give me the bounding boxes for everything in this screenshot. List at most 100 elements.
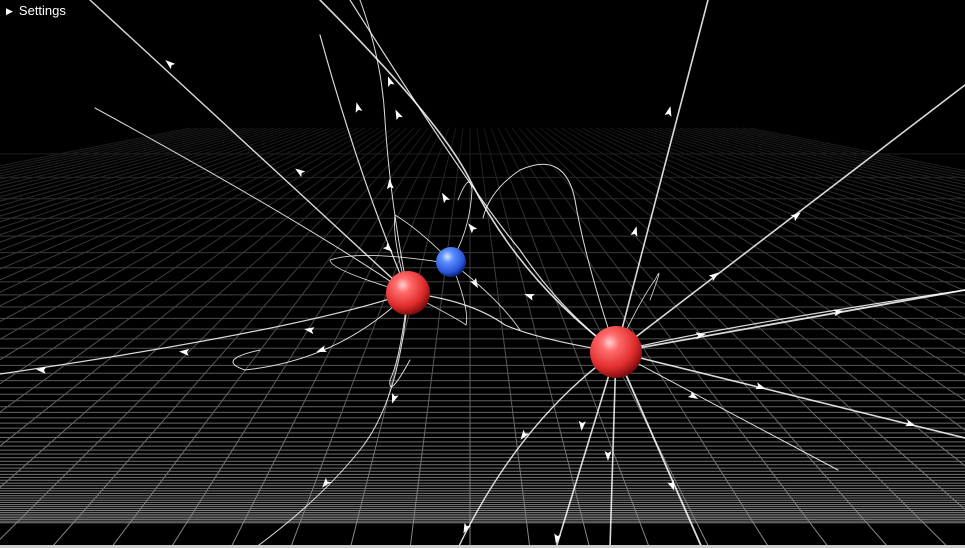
grid-line — [595, 127, 965, 292]
grid-line — [0, 127, 366, 322]
grid-line — [504, 127, 770, 548]
grid-line — [630, 127, 965, 244]
grid-line — [110, 127, 429, 548]
field-arrow — [165, 60, 176, 70]
field-line — [615, 289, 965, 353]
field-arrow — [463, 522, 471, 534]
grid-line — [623, 127, 965, 252]
field-arrow — [578, 420, 586, 431]
grid-line — [0, 127, 275, 207]
field-line — [615, 289, 965, 353]
settings-label: Settings — [18, 3, 66, 18]
field-arrows — [36, 60, 916, 544]
grid-line — [0, 127, 331, 260]
field-arrow — [630, 226, 638, 237]
field-arrow — [604, 451, 612, 461]
field-arrow — [664, 106, 672, 117]
grid-line — [637, 127, 965, 237]
field-line — [394, 214, 452, 294]
field-line — [615, 351, 839, 471]
field-arrow — [708, 272, 719, 282]
field-arrow — [391, 393, 399, 404]
field-arrow — [554, 533, 562, 544]
field-arrow — [386, 179, 394, 190]
grid-line — [0, 127, 408, 489]
field-line — [615, 0, 709, 353]
grid-line — [0, 127, 303, 229]
grid-line — [0, 127, 373, 340]
field-line — [615, 273, 660, 353]
grid-line — [588, 127, 965, 305]
grid-line — [0, 127, 338, 270]
field-line — [232, 292, 409, 371]
grid-line — [170, 127, 436, 548]
grid-line — [616, 127, 965, 261]
field-line — [94, 107, 409, 294]
field-line — [254, 292, 409, 548]
grid-line — [0, 127, 324, 251]
grid-line — [0, 127, 268, 202]
grid-line — [0, 127, 345, 281]
field-arrow — [469, 277, 478, 289]
grid-line — [0, 127, 380, 361]
field-arrow — [442, 192, 451, 204]
grid-line — [672, 127, 965, 209]
settings-toggle[interactable]: ▶ Settings — [6, 3, 66, 19]
field-arrow — [395, 109, 403, 121]
field-arrow — [695, 332, 706, 340]
field-arrow — [833, 309, 844, 317]
grid-line — [0, 127, 289, 217]
field-line — [450, 181, 473, 263]
field-arrow — [316, 345, 327, 353]
grid-line — [707, 127, 965, 189]
field-line — [329, 255, 441, 294]
positive-charge-right[interactable] — [590, 326, 642, 378]
field-line — [349, 0, 617, 353]
grid-line — [0, 127, 310, 236]
field-line — [319, 34, 409, 294]
field-arrow — [387, 76, 395, 87]
grid-line — [0, 127, 317, 243]
field-arrow — [687, 390, 699, 399]
field-arrow — [790, 212, 801, 222]
grid-line — [0, 127, 415, 541]
grid-line — [0, 127, 387, 385]
ground-grid — [0, 127, 965, 548]
grid-line — [518, 127, 890, 548]
grid-line — [289, 127, 450, 548]
field-line — [615, 84, 965, 353]
grid-line — [609, 127, 965, 270]
field-line — [0, 292, 409, 375]
triangle-right-icon: ▶ — [6, 6, 13, 16]
grid-line — [581, 127, 965, 319]
grid-line — [574, 127, 965, 336]
field-arrow — [355, 102, 363, 113]
field-line — [615, 351, 703, 548]
field-line — [319, 0, 617, 353]
positive-charge-left[interactable] — [386, 271, 430, 315]
field-arrow — [322, 477, 332, 488]
grid-line — [546, 127, 965, 431]
field-arrow — [520, 429, 530, 440]
field-arrow — [524, 293, 535, 301]
field-line — [609, 351, 617, 548]
charges — [386, 247, 642, 378]
field-arrow — [468, 223, 478, 234]
field-line — [482, 163, 617, 353]
field-arrow — [755, 382, 766, 390]
field-line — [389, 292, 411, 388]
grid-line — [525, 127, 950, 548]
bottom-strip — [0, 545, 965, 548]
negative-charge[interactable] — [436, 247, 466, 277]
grid-line — [602, 127, 965, 280]
grid-line — [728, 127, 965, 180]
grid-line — [0, 127, 296, 223]
field-arrow — [295, 168, 306, 178]
grid-line — [553, 127, 965, 401]
field-arrow — [667, 480, 675, 491]
field-arrow — [905, 419, 916, 427]
field-line — [457, 351, 617, 548]
field-arrow — [382, 242, 393, 252]
